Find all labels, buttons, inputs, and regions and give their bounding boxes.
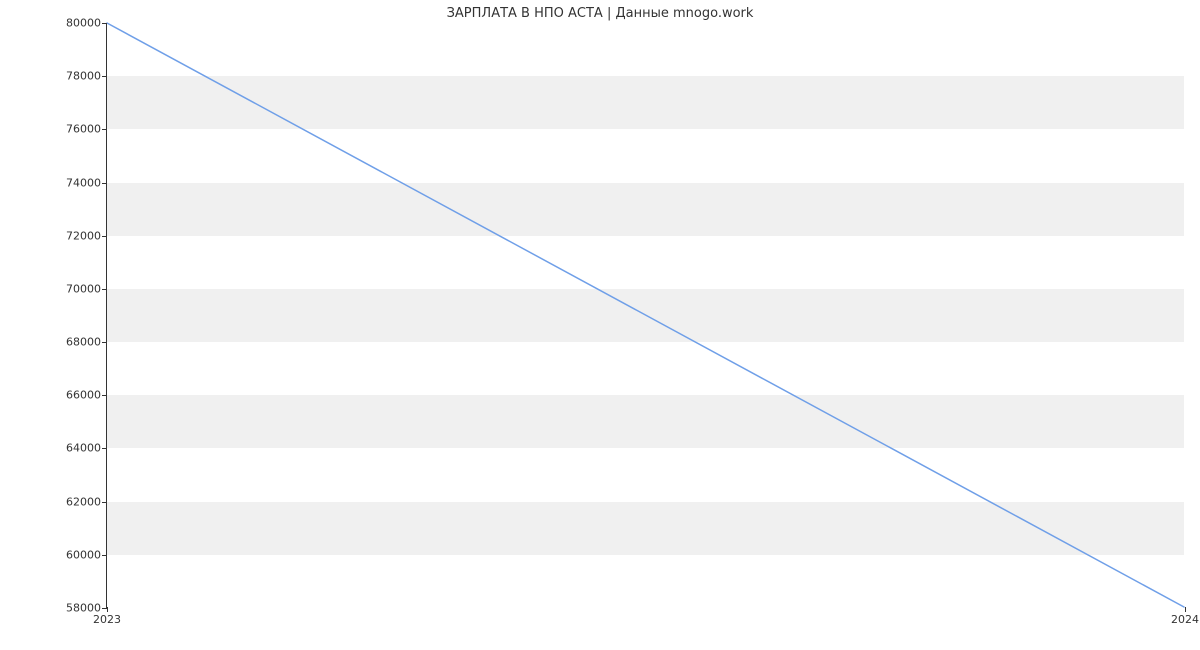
y-tick-label: 70000 xyxy=(66,282,107,295)
y-tick-mark xyxy=(102,76,107,77)
y-tick-label: 72000 xyxy=(66,229,107,242)
y-tick-label: 78000 xyxy=(66,70,107,83)
y-tick-mark xyxy=(102,342,107,343)
series-line-salary xyxy=(107,23,1184,607)
salary-line-chart: ЗАРПЛАТА В НПО АСТА | Данные mnogo.work … xyxy=(0,0,1200,650)
y-tick-mark xyxy=(102,129,107,130)
y-tick-label: 76000 xyxy=(66,123,107,136)
y-tick-mark xyxy=(102,289,107,290)
y-tick-mark xyxy=(102,23,107,24)
y-tick-mark xyxy=(102,183,107,184)
y-tick-mark xyxy=(102,555,107,556)
y-tick-mark xyxy=(102,502,107,503)
y-tick-mark xyxy=(102,236,107,237)
y-tick-mark xyxy=(102,448,107,449)
chart-title: ЗАРПЛАТА В НПО АСТА | Данные mnogo.work xyxy=(0,6,1200,21)
x-tick-mark xyxy=(107,607,108,612)
y-tick-mark xyxy=(102,395,107,396)
line-layer xyxy=(107,23,1184,607)
y-tick-label: 60000 xyxy=(66,548,107,561)
y-tick-label: 68000 xyxy=(66,336,107,349)
y-tick-label: 62000 xyxy=(66,495,107,508)
y-tick-label: 66000 xyxy=(66,389,107,402)
y-tick-label: 74000 xyxy=(66,176,107,189)
x-tick-mark xyxy=(1185,607,1186,612)
y-tick-label: 64000 xyxy=(66,442,107,455)
plot-area: 5800060000620006400066000680007000072000… xyxy=(106,23,1184,608)
y-tick-label: 80000 xyxy=(66,17,107,30)
